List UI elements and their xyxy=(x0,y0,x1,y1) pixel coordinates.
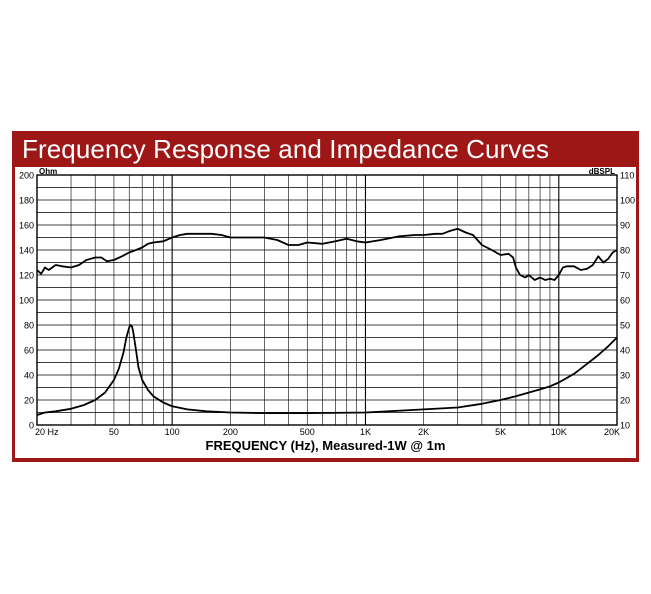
left-tick-label: 40 xyxy=(24,371,34,381)
left-tick-label: 180 xyxy=(19,196,34,206)
right-tick-label: 50 xyxy=(620,321,630,331)
right-tick-label: 110 xyxy=(620,171,634,181)
x-tick-label: 100 xyxy=(165,427,180,437)
left-tick-label: 140 xyxy=(19,246,34,256)
left-tick-label: 120 xyxy=(19,271,34,281)
x-tick-label: 5K xyxy=(495,427,506,437)
x-tick-label: 50 xyxy=(109,427,119,437)
grid xyxy=(36,174,618,426)
left-tick-label: 0 xyxy=(29,421,34,431)
left-tick-label: 60 xyxy=(24,346,34,356)
right-tick-label: 90 xyxy=(620,221,630,231)
axes xyxy=(36,174,618,426)
x-tick-label: 20 Hz xyxy=(35,427,59,437)
chart-panel: 0 20 40 60 80 100 120 140 160 180 200 10 20 30 40 50 60 7… xyxy=(15,167,636,458)
chart-svg: 0 20 40 60 80 100 120 140 160 180 200 10 20 30 40 50 60 7… xyxy=(19,167,635,437)
right-tick-label: 10 xyxy=(620,421,630,431)
x-tick-label: 20K xyxy=(604,427,620,437)
left-tick-label: 100 xyxy=(19,296,34,306)
x-tick-label: 2K xyxy=(418,427,429,437)
right-tick-label: 100 xyxy=(620,196,635,206)
right-axis-unit: dBSPL xyxy=(589,167,615,176)
frequency-response-curve xyxy=(36,227,618,281)
x-tick-label: 1K xyxy=(360,427,371,437)
right-tick-label: 20 xyxy=(620,396,630,406)
right-tick-label: 80 xyxy=(620,246,630,256)
right-tick-label: 60 xyxy=(620,296,630,306)
x-tick-label: 500 xyxy=(300,427,315,437)
left-axis-unit: Ohm xyxy=(39,167,57,176)
x-axis-label: FREQUENCY (Hz), Measured-1W @ 1m xyxy=(205,438,446,453)
right-tick-label: 70 xyxy=(620,271,630,281)
impedance-curve xyxy=(36,324,618,416)
chart-title: Frequency Response and Impedance Curves xyxy=(22,134,550,164)
chart-frame: Frequency Response and Impedance Curves … xyxy=(12,131,639,462)
left-tick-label: 80 xyxy=(24,321,34,331)
left-tick-label: 20 xyxy=(24,396,34,406)
plot-border xyxy=(36,174,618,426)
right-tick-label: 30 xyxy=(620,371,630,381)
right-tick-label: 40 xyxy=(620,346,630,356)
tick-labels: 0 20 40 60 80 100 120 140 160 180 200 10 20 30 40 50 60 7… xyxy=(19,167,635,437)
x-tick-label: 200 xyxy=(223,427,238,437)
left-tick-label: 160 xyxy=(19,221,34,231)
x-tick-label: 10K xyxy=(551,427,567,437)
left-tick-label: 200 xyxy=(19,171,34,181)
curves xyxy=(36,227,618,416)
